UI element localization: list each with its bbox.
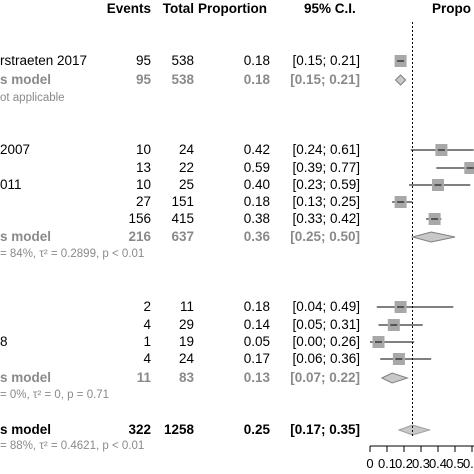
ci-value: [0.00; 0.26]	[292, 334, 360, 349]
header-ci: 95% C.I.	[304, 1, 356, 16]
study-label: s model	[0, 422, 52, 437]
ci-value: [0.04; 0.49]	[292, 299, 360, 314]
ci-value: [0.15; 0.21]	[290, 72, 360, 87]
proportion-value: 0.59	[243, 160, 270, 175]
total-value: 19	[178, 334, 194, 349]
x-tick-label: 0.1	[378, 456, 396, 471]
total-value: 83	[178, 370, 194, 385]
events-value: 27	[135, 194, 151, 209]
total-value: 29	[178, 317, 194, 332]
header-proportion: Proportion	[198, 1, 267, 16]
total-value: 415	[171, 211, 194, 226]
proportion-value: 0.18	[243, 299, 270, 314]
ci-value: [0.06; 0.36]	[292, 351, 360, 366]
total-value: 1258	[163, 422, 194, 437]
proportion-value: 0.42	[243, 142, 270, 157]
total-value: 24	[178, 142, 194, 157]
ci-value: [0.23; 0.59]	[292, 177, 360, 192]
proportion-value: 0.18	[243, 194, 270, 209]
proportion-value: 0.25	[243, 422, 270, 437]
ci-value: [0.39; 0.77]	[292, 160, 360, 175]
total-value: 11	[179, 299, 194, 314]
proportion-value: 0.18	[243, 72, 270, 87]
heterogeneity-note: = 84%, τ² = 0.2899, p < 0.01	[0, 248, 145, 260]
x-tick-label: 0.4	[429, 456, 447, 471]
study-label: s model	[0, 229, 52, 244]
total-value: 24	[178, 351, 194, 366]
study-label: 2007	[0, 142, 31, 157]
heterogeneity-note: = 0%, τ² = 0, p = 0.71	[0, 389, 110, 401]
heterogeneity-note: ot applicable	[0, 92, 65, 104]
events-value: 2	[143, 299, 151, 314]
study-label: 8	[0, 334, 8, 349]
events-value: 4	[143, 317, 151, 332]
proportion-value: 0.17	[243, 351, 270, 366]
events-value: 95	[135, 53, 151, 68]
proportion-value: 0.13	[243, 370, 270, 385]
x-tick-label: 0	[366, 456, 373, 471]
proportion-value: 0.05	[243, 334, 270, 349]
events-value: 1	[143, 334, 151, 349]
proportion-value: 0.36	[243, 229, 270, 244]
total-value: 538	[171, 72, 194, 87]
study-label: 011	[0, 177, 22, 192]
proportion-value: 0.14	[243, 317, 270, 332]
x-tick-label: 0.6	[463, 456, 474, 471]
ci-value: [0.25; 0.50]	[290, 229, 360, 244]
ci-value: [0.07; 0.22]	[290, 370, 360, 385]
study-label: rstraeten 2017	[0, 53, 88, 68]
total-value: 22	[178, 160, 194, 175]
pooled-diamond	[380, 372, 410, 384]
events-value: 11	[136, 370, 151, 385]
total-value: 538	[171, 53, 194, 68]
x-tick-label: 0.5	[446, 456, 464, 471]
events-value: 216	[128, 229, 151, 244]
events-value: 10	[135, 177, 151, 192]
x-tick-label: 0.3	[412, 456, 430, 471]
events-value: 10	[135, 142, 151, 157]
proportion-value: 0.38	[243, 211, 270, 226]
proportion-value: 0.18	[243, 53, 270, 68]
header-events: Events	[106, 1, 151, 16]
study-label: s model	[0, 370, 52, 385]
events-value: 13	[135, 160, 151, 175]
ci-value: [0.17; 0.35]	[290, 422, 360, 437]
events-value: 95	[135, 72, 151, 87]
header-plot: Propo	[432, 1, 471, 16]
heterogeneity-note: = 88%, τ² = 0.4621, p < 0.01	[0, 440, 145, 452]
ci-value: [0.05; 0.31]	[292, 317, 360, 332]
header-total: Total	[162, 1, 194, 16]
proportion-value: 0.40	[243, 177, 270, 192]
events-value: 156	[128, 211, 151, 226]
ci-value: [0.33; 0.42]	[292, 211, 360, 226]
total-value: 25	[178, 177, 194, 192]
events-value: 4	[143, 351, 151, 366]
pooled-diamond	[410, 231, 456, 243]
pooled-diamond	[394, 74, 407, 86]
ci-value: [0.15; 0.21]	[292, 53, 360, 68]
ci-value: [0.24; 0.61]	[292, 142, 360, 157]
study-label: s model	[0, 72, 52, 87]
events-value: 322	[128, 422, 151, 437]
ci-value: [0.13; 0.25]	[292, 194, 360, 209]
total-value: 151	[171, 194, 194, 209]
x-tick-label: 0.2	[395, 456, 413, 471]
pooled-diamond	[397, 424, 432, 436]
total-value: 637	[171, 229, 194, 244]
